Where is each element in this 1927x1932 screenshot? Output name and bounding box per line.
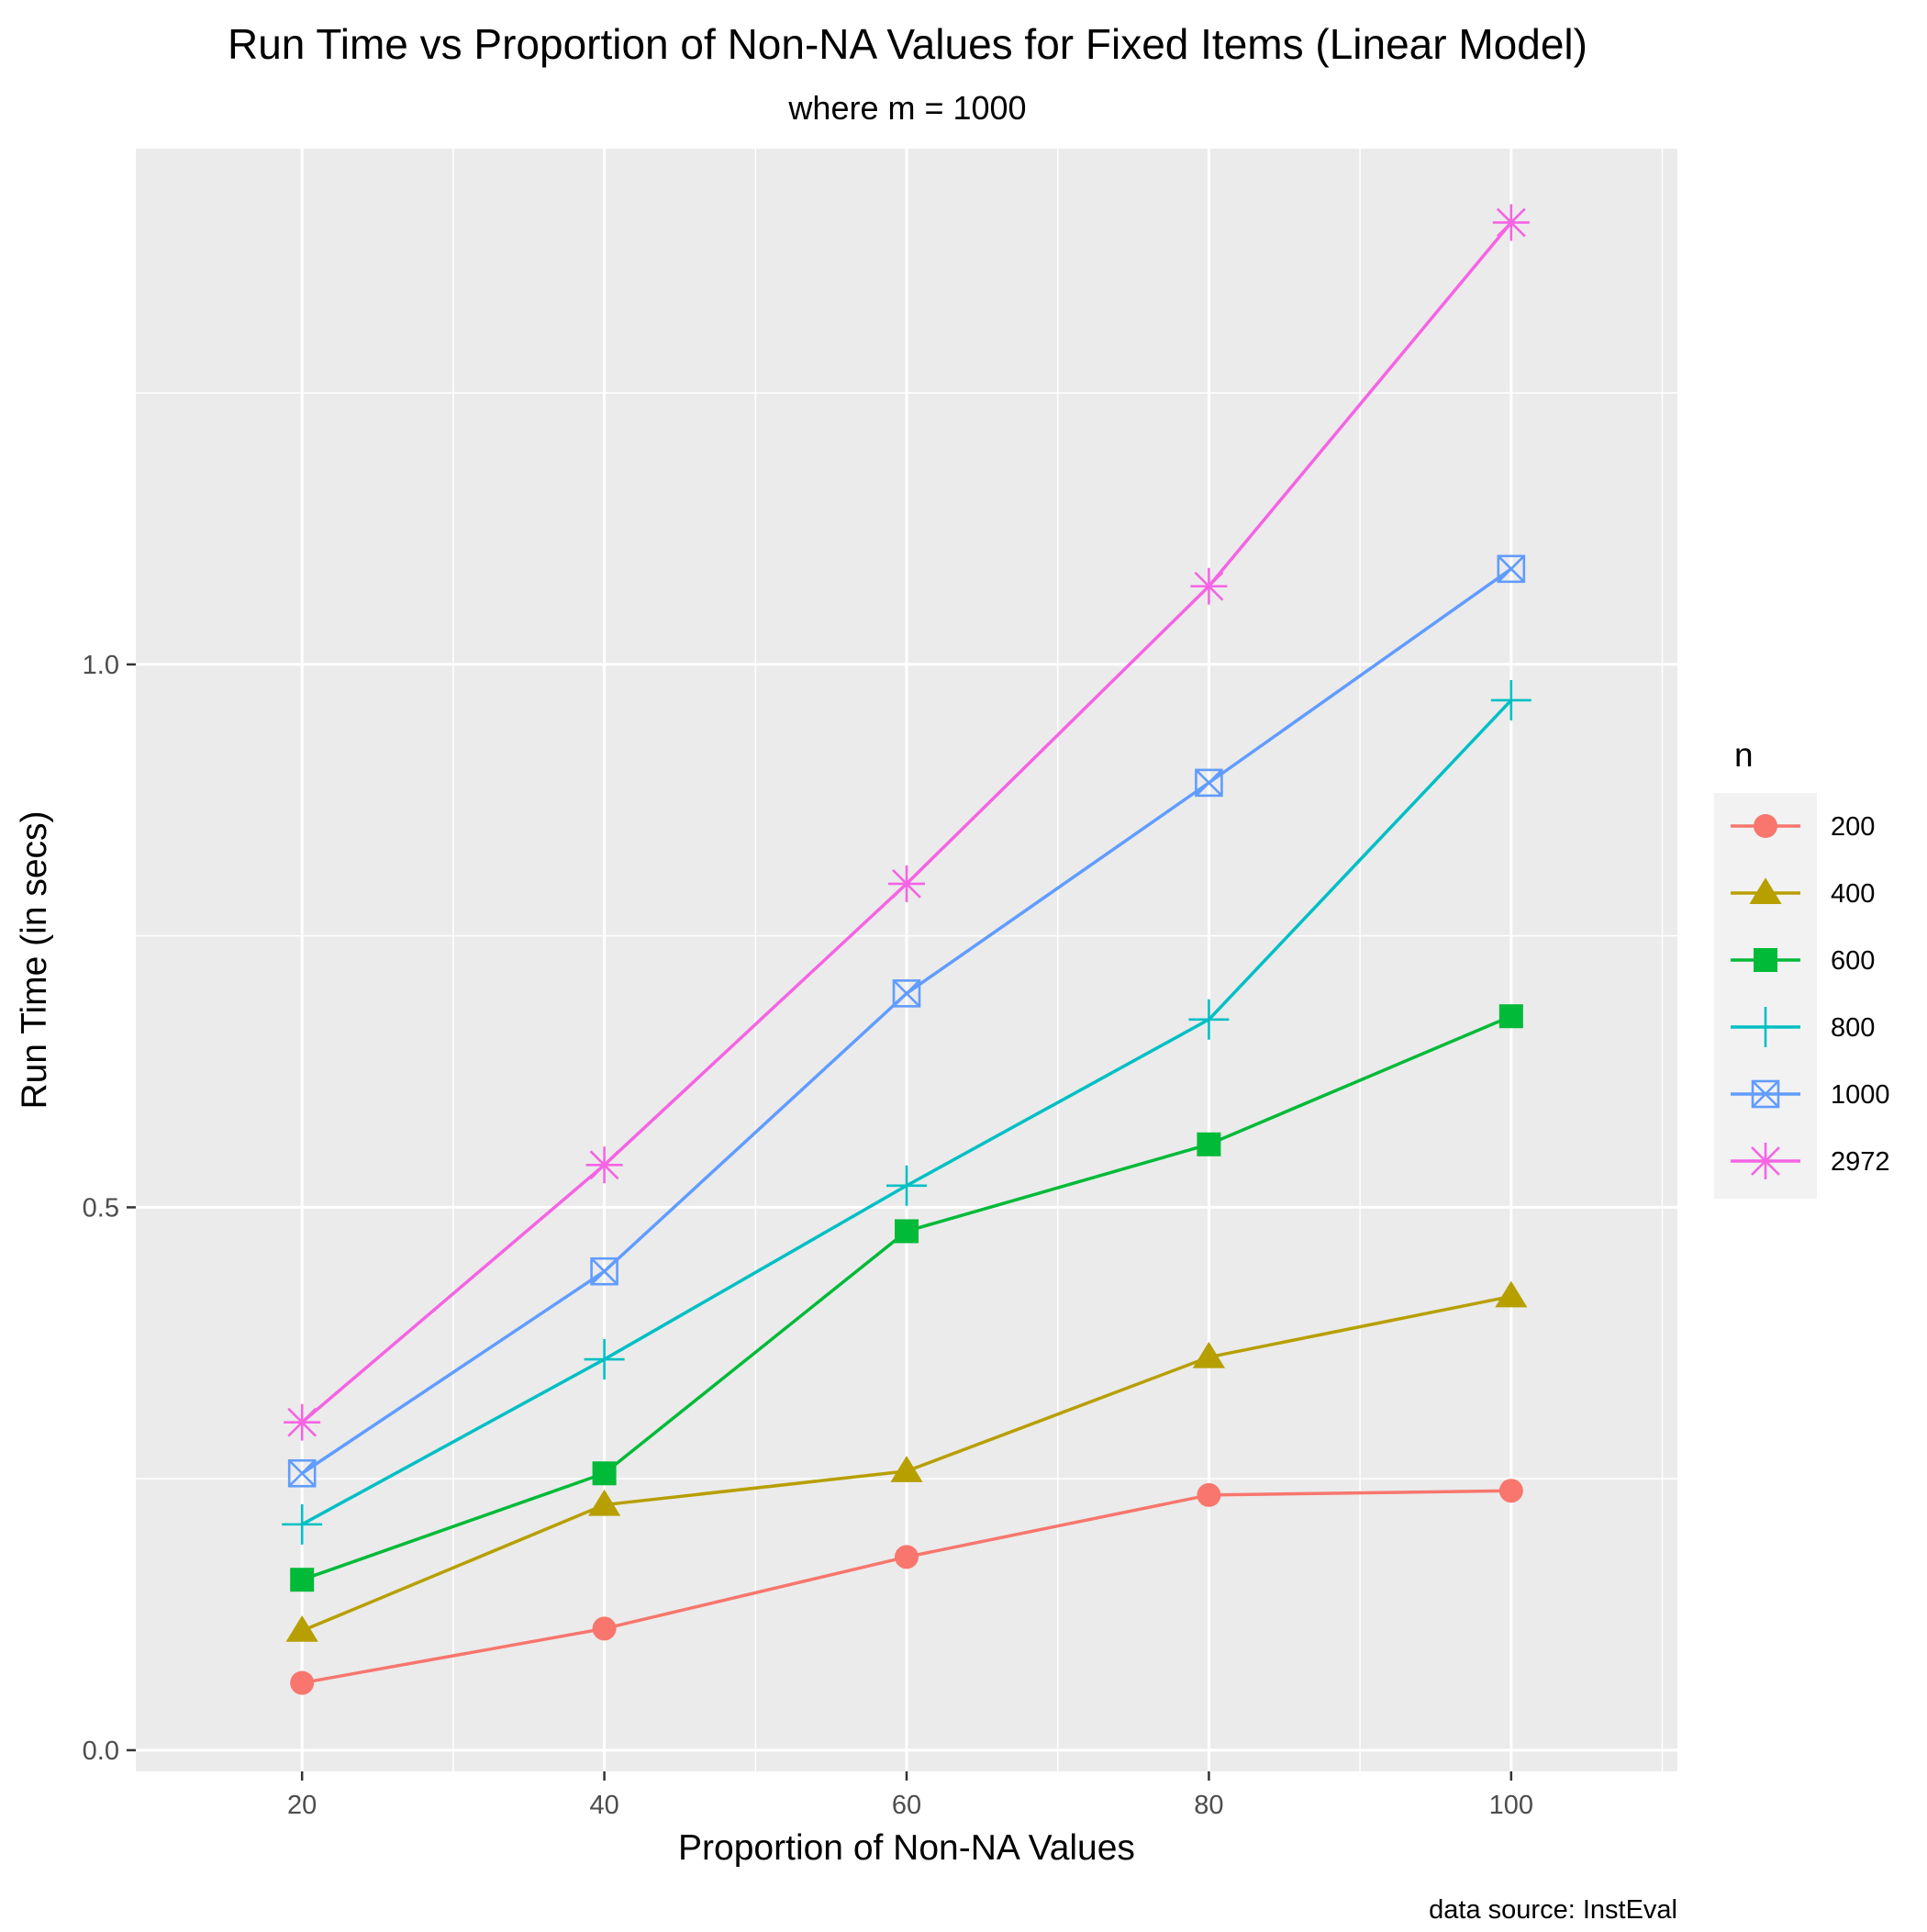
data-point-800 <box>584 1339 625 1380</box>
legend-key-symbol <box>1747 1143 1784 1179</box>
data-point-400 <box>890 1456 923 1482</box>
chart-caption: data source: InstEval <box>1429 1895 1677 1925</box>
legend-key-symbol <box>1754 948 1777 972</box>
legend-key-symbol <box>1754 814 1777 838</box>
x-tick-label: 20 <box>287 1791 317 1820</box>
data-point-200 <box>895 1545 919 1569</box>
data-point-800 <box>282 1503 323 1545</box>
data-point-200 <box>290 1670 315 1695</box>
x-tick-label: 100 <box>1489 1791 1533 1820</box>
x-tick-label: 80 <box>1194 1791 1223 1820</box>
data-point-600 <box>1498 1004 1523 1029</box>
legend-key-symbol <box>1751 1079 1780 1109</box>
data-point-600 <box>1197 1132 1221 1156</box>
legend-item-600: 600 <box>1731 946 1875 976</box>
axis-layer: 0.0 0.5 1.0 20 40 60 80 100 <box>83 651 1533 1820</box>
data-point-2972 <box>585 1146 623 1184</box>
y-tick-label: 1.0 <box>83 651 119 680</box>
data-point-200 <box>1197 1482 1221 1507</box>
data-point-1000 <box>590 1256 618 1286</box>
legend-item-200: 200 <box>1731 812 1875 842</box>
legend-key-symbol <box>1749 877 1782 904</box>
legend-item-400: 400 <box>1731 877 1875 909</box>
legend-item-800: 800 <box>1731 1007 1875 1047</box>
data-point-1000 <box>1195 768 1223 798</box>
y-axis-title: Run Time (in secs) <box>15 810 54 1109</box>
data-point-1000 <box>892 979 921 1008</box>
data-point-2972 <box>1492 204 1530 241</box>
legend-item-2972: 2972 <box>1731 1143 1890 1179</box>
legend-title: n <box>1734 736 1754 774</box>
data-point-800 <box>1490 679 1532 720</box>
legend-key-symbol <box>1745 1007 1786 1047</box>
data-point-1000 <box>1497 554 1526 584</box>
legend-label: 200 <box>1831 812 1875 842</box>
series-layer <box>282 204 1532 1695</box>
chart-title: Run Time vs Proportion of Non-NA Values … <box>228 20 1587 68</box>
data-point-200 <box>1498 1479 1523 1503</box>
y-tick-label: 0.0 <box>83 1737 119 1766</box>
data-point-400 <box>285 1615 318 1642</box>
legend-label: 2972 <box>1831 1147 1890 1177</box>
data-point-1000 <box>287 1458 317 1488</box>
legend-keys-background <box>1714 793 1817 1199</box>
legend-item-1000: 1000 <box>1731 1079 1890 1110</box>
data-point-400 <box>587 1489 621 1516</box>
x-tick-label: 40 <box>589 1791 618 1820</box>
legend-label: 400 <box>1831 879 1875 909</box>
legend-label: 800 <box>1831 1013 1875 1043</box>
x-axis-title: Proportion of Non-NA Values <box>678 1828 1135 1868</box>
x-tick-label: 60 <box>892 1791 921 1820</box>
data-point-600 <box>592 1461 617 1486</box>
data-point-2972 <box>888 865 925 902</box>
data-point-800 <box>886 1165 927 1206</box>
data-point-600 <box>895 1219 919 1244</box>
legend-label: 1000 <box>1831 1080 1890 1110</box>
legend-label: 600 <box>1831 946 1875 976</box>
grid-layer <box>136 149 1677 1771</box>
data-point-800 <box>1188 999 1230 1040</box>
data-point-2972 <box>1190 567 1228 605</box>
data-point-600 <box>290 1568 315 1592</box>
data-point-2972 <box>284 1403 321 1441</box>
legend-items: 200 400 600 800 1000 2972 <box>1731 812 1890 1179</box>
legend: n 200 400 600 800 1000 2972 <box>1714 736 1890 1199</box>
data-point-400 <box>1192 1341 1226 1368</box>
data-point-200 <box>592 1616 617 1641</box>
chart-subtitle: where m = 1000 <box>787 89 1026 127</box>
data-point-400 <box>1495 1280 1528 1308</box>
y-tick-label: 0.5 <box>83 1193 119 1223</box>
